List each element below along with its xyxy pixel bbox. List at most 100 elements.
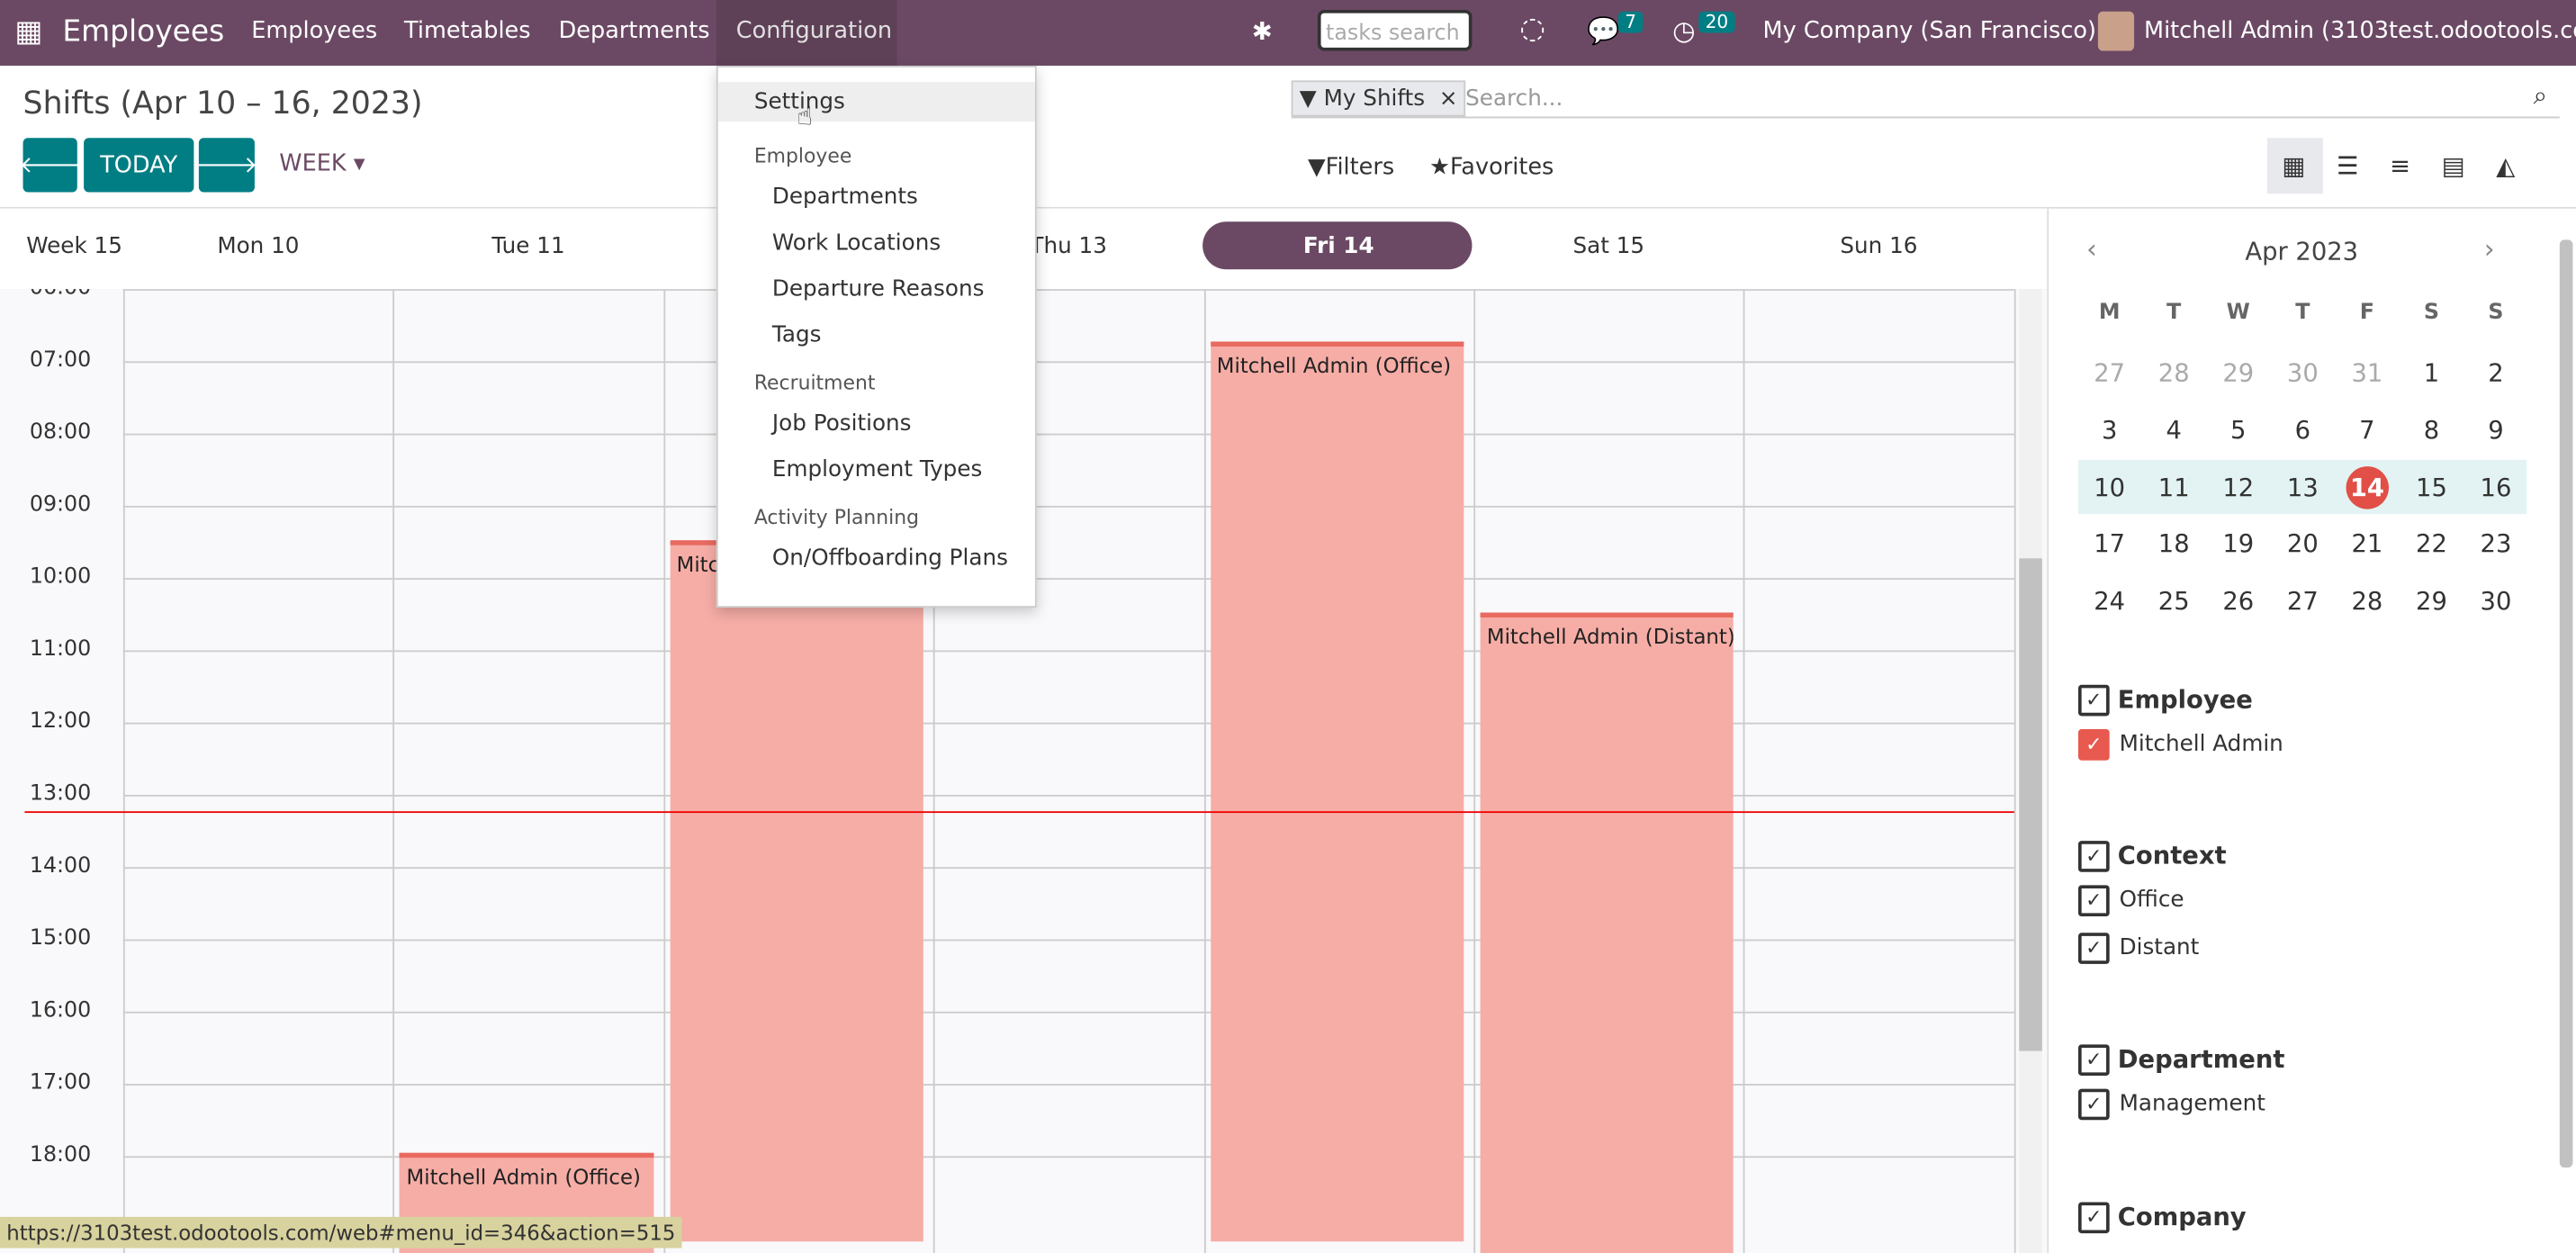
day-cell[interactable]: 24 (2094, 586, 2126, 617)
day-cell[interactable]: 15 (2416, 472, 2447, 502)
activities-icon[interactable]: ◷ (1672, 14, 1696, 47)
day-header[interactable]: Thu 13 (1030, 233, 1107, 260)
search-facet[interactable]: ▼ My Shifts × (1291, 80, 1466, 117)
hour-line (122, 505, 2014, 508)
shift-event[interactable]: Mitchell Admin (Office) (1210, 341, 1464, 1242)
shift-event[interactable]: Mitchell Admin (Distant) (1480, 612, 1734, 1253)
day-cell[interactable]: 4 (2166, 415, 2182, 446)
favorites-button[interactable]: ★Favorites (1429, 154, 1554, 181)
day-cell[interactable]: 3 (2101, 415, 2118, 446)
day-cell[interactable]: 12 (2222, 472, 2255, 502)
hour-line (122, 867, 2014, 870)
calendar-view[interactable] (2266, 138, 2323, 194)
month-label: Apr 2023 (2245, 236, 2359, 266)
avatar[interactable] (2097, 11, 2135, 51)
day-cell[interactable]: 8 (2423, 415, 2440, 446)
filters-button[interactable]: ▼Filters (1307, 154, 1395, 181)
day-cell[interactable]: 21 (2351, 529, 2383, 560)
day-cell[interactable]: 14 (2349, 472, 2384, 502)
day-header[interactable]: Sun 16 (1840, 233, 1918, 260)
menu-item[interactable]: Employees (251, 18, 378, 45)
next-month[interactable]: › (2483, 233, 2495, 265)
filter-check[interactable]: ✓ (2078, 1044, 2110, 1076)
day-cell[interactable]: 13 (2286, 472, 2319, 502)
tasks-search[interactable]: tasks search (1317, 9, 1473, 51)
dropdown-item[interactable]: Settings (753, 88, 845, 115)
day-cell[interactable]: 26 (2222, 586, 2255, 617)
day-cell[interactable]: 27 (2286, 586, 2319, 617)
search-icon[interactable]: ⌕ (2533, 80, 2547, 111)
prev-month[interactable]: ‹ (2086, 233, 2097, 265)
voip-icon[interactable]: ◌ (1519, 11, 1546, 47)
day-cell[interactable]: 18 (2157, 529, 2190, 560)
day-cell[interactable]: 23 (2480, 529, 2512, 560)
dropdown-item[interactable]: Employment Types (771, 456, 983, 483)
day-header[interactable]: Fri 14 (1302, 233, 1374, 260)
messages-icon[interactable]: 💬 (1587, 14, 1620, 47)
day-header[interactable]: Mon 10 (217, 233, 300, 260)
dropdown-item[interactable]: Work Locations (771, 230, 941, 257)
day-cell[interactable]: 27 (2094, 357, 2126, 388)
today-button[interactable]: TODAY (84, 138, 194, 193)
filter-check[interactable]: ✓ (2078, 1202, 2110, 1234)
shift-event[interactable]: Mitc (670, 540, 924, 1242)
debug-icon[interactable]: ✱ (1251, 16, 1273, 47)
day-cell[interactable]: 29 (2416, 586, 2447, 617)
hour-label: 11:00 (29, 636, 92, 663)
filter-item: Distant (2119, 934, 2200, 961)
dropdown-item[interactable]: Tags (771, 321, 822, 348)
weekday: S (2488, 300, 2504, 326)
filter-check[interactable]: ✓ (2078, 684, 2110, 717)
day-cell[interactable]: 2 (2488, 357, 2504, 388)
day-cell[interactable]: 7 (2359, 415, 2375, 446)
day-cell[interactable]: 30 (2286, 357, 2319, 388)
day-cell[interactable]: 28 (2157, 357, 2190, 388)
day-cell[interactable]: 6 (2294, 415, 2311, 446)
hour-line (122, 722, 2014, 725)
day-cell[interactable]: 16 (2480, 472, 2512, 502)
day-cell[interactable]: 10 (2094, 472, 2126, 502)
menu-item[interactable]: Departments (558, 18, 710, 45)
day-cell[interactable]: 31 (2351, 357, 2383, 388)
weekday: T (2166, 300, 2182, 326)
day-header[interactable]: Tue 11 (491, 233, 565, 260)
dropdown-item[interactable]: Job Positions (771, 410, 912, 437)
view-switcher[interactable]: ▦☰≡▤◭ (2282, 150, 2547, 181)
search-input[interactable]: Search... (1465, 85, 1563, 113)
day-cell[interactable]: 20 (2286, 529, 2319, 560)
menu-item[interactable]: Configuration (735, 18, 893, 45)
day-cell[interactable]: 19 (2222, 529, 2255, 560)
day-cell[interactable]: 25 (2157, 586, 2190, 617)
company-switcher[interactable]: My Company (San Francisco) (1762, 18, 2097, 45)
filter-check[interactable]: ✓ (2078, 933, 2110, 964)
prev-button[interactable]: 🡐 (19, 138, 81, 193)
day-cell[interactable]: 28 (2351, 586, 2383, 617)
day-cell[interactable]: 17 (2094, 529, 2126, 560)
scale-dropdown[interactable]: WEEK ▾ (279, 150, 365, 178)
menu-item[interactable]: Timetables (404, 18, 531, 45)
apps-icon[interactable]: ▦ (14, 14, 43, 50)
filter-check[interactable]: ✓ (2078, 885, 2110, 917)
search-bar: ▼ My Shifts × Search... ⌕ (1291, 80, 2560, 119)
day-header[interactable]: Sat 15 (1572, 233, 1645, 260)
app-name[interactable]: Employees (62, 14, 225, 50)
hour-label: 08:00 (29, 420, 92, 446)
day-cell[interactable]: 22 (2416, 529, 2447, 560)
day-cell[interactable]: 1 (2423, 357, 2440, 388)
day-cell[interactable]: 5 (2230, 415, 2247, 446)
day-cell[interactable]: 9 (2488, 415, 2504, 446)
dropdown-item[interactable]: Departure Reasons (771, 275, 985, 302)
dropdown-section: Activity Planning (753, 505, 920, 529)
filter-check[interactable]: ✓ (2078, 841, 2110, 872)
dropdown-item[interactable]: On/Offboarding Plans (771, 545, 1008, 572)
day-cell[interactable]: 29 (2222, 357, 2255, 388)
dropdown-item[interactable]: Departments (771, 184, 918, 211)
day-cell[interactable]: 11 (2157, 472, 2190, 502)
filter-title: Company (2117, 1202, 2247, 1232)
filter-check[interactable]: ✓ (2078, 1088, 2110, 1121)
next-button[interactable]: 🡒 (196, 138, 257, 193)
day-cell[interactable]: 30 (2480, 586, 2512, 617)
user-menu[interactable]: Mitchell Admin (3103test.odootools.com) (2144, 18, 2576, 45)
hour-line (122, 1084, 2014, 1086)
filter-check[interactable]: ✓ (2078, 729, 2110, 761)
